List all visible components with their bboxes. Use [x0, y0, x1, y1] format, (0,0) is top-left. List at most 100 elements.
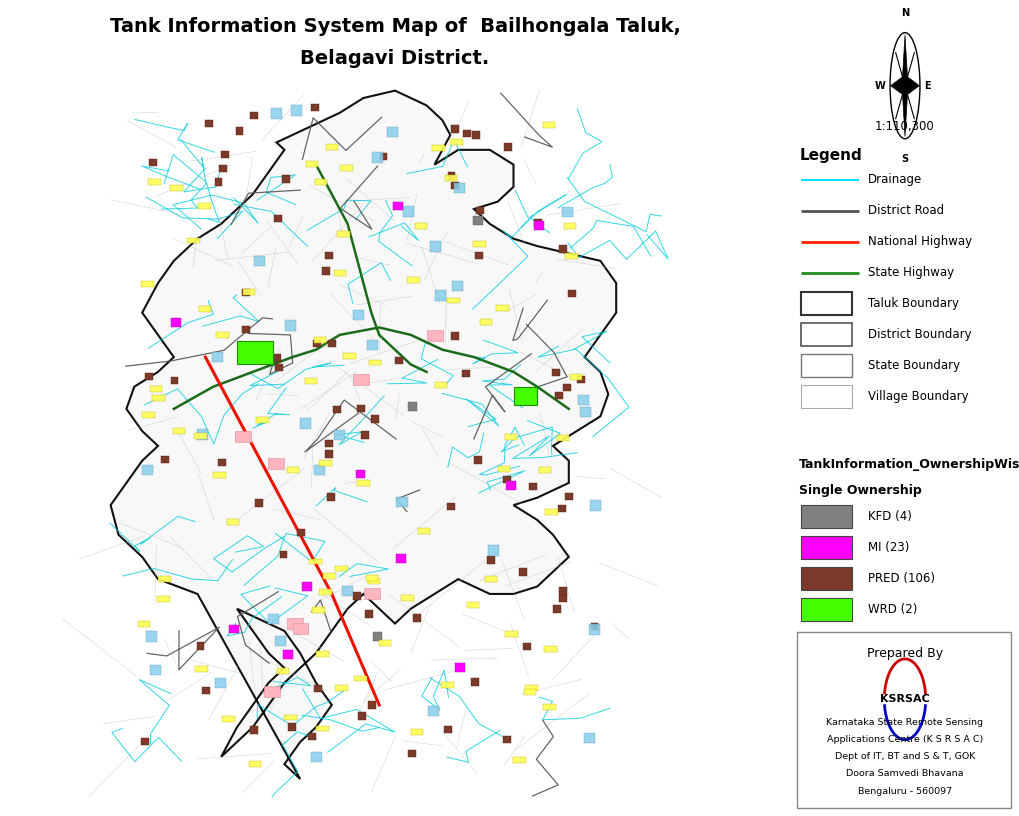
Bar [479, 319, 492, 326]
Bar [242, 289, 250, 296]
Bar [497, 466, 510, 472]
Bar [558, 588, 566, 595]
Bar [357, 405, 365, 412]
Bar [243, 289, 255, 295]
Bar [565, 253, 577, 259]
Text: District Boundary: District Boundary [867, 328, 971, 341]
Bar [473, 216, 482, 225]
Bar [367, 340, 377, 350]
Bar [538, 468, 551, 473]
Bar [801, 598, 851, 621]
Bar [372, 632, 382, 641]
Bar [523, 689, 536, 694]
Bar [801, 323, 851, 346]
Text: E: E [923, 81, 930, 91]
Bar [529, 483, 537, 490]
Bar [267, 458, 283, 469]
Bar [453, 183, 465, 193]
Bar [170, 184, 182, 191]
Bar [400, 595, 413, 601]
Bar [243, 326, 250, 333]
Bar [513, 387, 537, 406]
Text: Doora Samvedi Bhavana: Doora Samvedi Bhavana [846, 769, 963, 778]
Text: Mixed Ownership (15): Mixed Ownership (15) [867, 668, 997, 681]
Bar [525, 685, 537, 691]
Bar [366, 574, 378, 581]
Bar [218, 459, 225, 466]
Bar [403, 206, 414, 216]
Bar [801, 567, 851, 590]
Bar [589, 624, 600, 635]
Bar [325, 440, 333, 447]
Bar [250, 112, 258, 119]
Text: State Boundary: State Boundary [867, 359, 959, 372]
Bar [274, 364, 282, 371]
Bar [358, 712, 366, 720]
Bar [235, 431, 251, 442]
Bar [545, 509, 557, 515]
Bar [141, 281, 154, 287]
Bar [283, 650, 292, 659]
Bar [462, 370, 470, 377]
Bar [368, 701, 376, 709]
Bar [554, 392, 562, 399]
Bar [353, 309, 364, 320]
Bar [284, 321, 296, 330]
Bar [314, 685, 321, 692]
Bar [218, 165, 226, 172]
Bar [518, 568, 526, 575]
Bar [353, 375, 369, 385]
Bar [314, 179, 327, 184]
Bar [434, 382, 447, 388]
Bar [393, 202, 403, 211]
Bar [287, 723, 296, 731]
Polygon shape [901, 35, 907, 86]
Text: Karnataka State Remote Sensing: Karnataka State Remote Sensing [825, 718, 982, 727]
Bar [429, 242, 440, 252]
Bar [309, 559, 322, 565]
Bar [369, 360, 381, 366]
Bar [396, 497, 408, 507]
Bar [229, 624, 238, 633]
Bar [313, 337, 326, 343]
Bar [150, 664, 161, 675]
Bar [205, 120, 213, 127]
Bar [222, 716, 234, 722]
Bar [319, 589, 331, 596]
Polygon shape [890, 75, 904, 96]
Bar [394, 357, 403, 364]
Bar [450, 126, 459, 133]
Bar [435, 290, 446, 301]
Bar [274, 215, 282, 222]
Bar [407, 277, 419, 283]
Bar [161, 455, 169, 463]
Bar [558, 246, 567, 253]
Bar [556, 435, 569, 441]
Bar [577, 376, 585, 384]
Bar [413, 614, 420, 622]
Bar [322, 268, 330, 275]
Bar [562, 223, 576, 229]
Bar [474, 456, 481, 463]
Bar [364, 588, 380, 599]
Bar [308, 733, 316, 740]
Text: S: S [901, 153, 908, 163]
Text: Applications Centre (K S R S A C): Applications Centre (K S R S A C) [826, 735, 982, 744]
Bar [323, 574, 335, 579]
Bar [801, 505, 851, 528]
Text: KSRSAC: KSRSAC [879, 694, 929, 704]
Bar [297, 529, 305, 536]
Bar [503, 144, 512, 151]
Bar [505, 631, 518, 637]
Bar [268, 614, 279, 624]
Bar [279, 551, 287, 558]
Text: 1:110,300: 1:110,300 [874, 120, 934, 133]
Bar [312, 606, 325, 613]
Bar [513, 757, 525, 764]
Bar [796, 632, 1010, 808]
Bar [150, 386, 162, 392]
Bar [300, 419, 311, 428]
Bar [281, 175, 289, 183]
Bar [157, 596, 170, 602]
Bar [249, 761, 261, 767]
